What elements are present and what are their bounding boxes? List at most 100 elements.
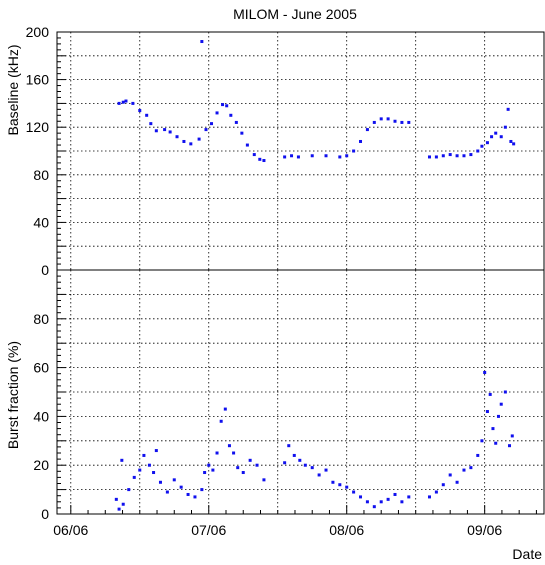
y-tick-label: 0 [41,262,49,278]
data-point [427,155,431,159]
data-point [496,414,500,418]
data-point [365,500,369,504]
data-point [317,473,321,477]
burst-fraction-axis-label: Burst fraction (%) [5,341,21,449]
data-point [152,471,156,475]
data-point [168,130,172,134]
data-point [197,137,201,141]
data-point [338,483,342,487]
y-tick-label: 60 [33,360,49,376]
data-point [131,101,135,105]
data-point [147,463,151,467]
data-point [476,453,480,457]
data-point [117,507,121,511]
data-point [400,120,404,124]
data-point [203,471,207,475]
data-point [448,153,452,157]
data-point [236,466,240,470]
data-point [393,492,397,496]
data-point [393,119,397,123]
data-point [219,419,223,423]
data-point [248,458,252,462]
data-point [179,485,183,489]
data-point [211,468,215,472]
panel-1: 0 20 40 60 80 [33,269,545,522]
y-tick-label: 0 [41,506,49,522]
data-point [427,495,431,499]
data-point [359,139,363,143]
data-point [258,157,262,161]
data-point [310,154,314,158]
data-point [189,142,193,146]
data-point [283,461,287,465]
data-point [469,153,473,157]
y-tick-label: 80 [33,167,49,183]
data-point [175,135,179,139]
data-point [476,149,480,153]
data-point [512,142,516,146]
data-point [210,122,214,126]
data-point [352,490,356,494]
x-tick-label: 08/06 [329,522,364,538]
data-point [372,120,376,124]
data-point [407,495,411,499]
data-point [386,497,390,501]
data-point [200,488,204,492]
data-point [215,111,219,115]
data-point [441,483,445,487]
data-point [283,155,287,159]
data-point [345,154,349,158]
data-point [120,458,124,462]
data-point [469,466,473,470]
data-point [241,471,245,475]
data-point [154,129,158,133]
data-point [499,402,503,406]
data-point [490,135,494,139]
data-point [132,475,136,479]
y-tick-label: 40 [33,214,49,230]
data-point [298,458,302,462]
data-point [296,155,300,159]
data-point [485,410,489,414]
data-point [252,153,256,157]
data-point [506,107,510,111]
data-point [480,439,484,443]
panel-0: 0 40 80 120 160 200 [26,24,545,278]
data-point [172,478,176,482]
data-point [165,490,169,494]
data-point [455,480,459,484]
data-point [193,495,197,499]
data-point [292,453,296,457]
data-point [485,141,489,145]
data-point [503,390,507,394]
data-point [223,407,227,411]
x-axis-label: Date [512,546,542,562]
data-point [508,444,512,448]
data-point [365,128,369,132]
data-point [287,444,291,448]
data-point [509,139,513,143]
data-point [262,159,266,163]
data-point [434,490,438,494]
data-point [462,154,466,158]
data-point [324,468,328,472]
data-point [221,103,225,107]
data-point [352,149,356,153]
data-point [234,120,238,124]
data-point [310,466,314,470]
data-point [303,463,307,467]
data-point [138,468,142,472]
data-point [149,122,153,126]
chart-panels: 0 40 80 120 160 200 0 20 40 60 80 06/06 07/06 08/06 09… [26,24,545,538]
data-point [204,128,208,132]
data-point [400,500,404,504]
data-point [386,117,390,121]
data-point [229,113,233,117]
data-point [455,154,459,158]
data-point [117,101,121,105]
data-point [491,427,495,431]
data-point [494,441,498,445]
data-point [379,117,383,121]
data-point [142,453,146,457]
